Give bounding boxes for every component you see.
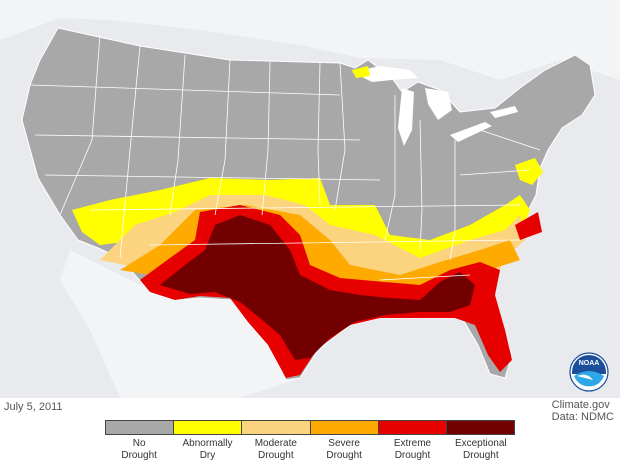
legend-label-no-drought: No Drought (121, 438, 157, 461)
credit-source: Climate.gov (551, 399, 610, 411)
map-date: July 5, 2011 (4, 401, 63, 413)
credit-block: Climate.gov Data: NDMC (552, 399, 614, 423)
legend-swatch-severe (309, 421, 378, 434)
canada-land (0, 0, 620, 80)
legend-swatch-exceptional (445, 421, 515, 434)
legend-label-severe: Severe Drought (326, 438, 362, 461)
map-frame (0, 0, 620, 398)
noaa-logo-icon: NOAA (569, 352, 609, 392)
legend-swatch-moderate (241, 421, 310, 434)
legend-swatch-abnormally-dry (173, 421, 242, 434)
legend-swatch-extreme (377, 421, 446, 434)
noaa-logo-text: NOAA (579, 360, 600, 367)
lake-michigan (398, 88, 414, 146)
legend-label-exceptional: Exceptional Drought (454, 438, 507, 461)
legend-bar (105, 420, 515, 435)
legend-labels: No Drought Abnormally Dry Moderate Droug… (105, 438, 515, 462)
lake-erie (450, 122, 492, 142)
legend-label-extreme: Extreme Drought (393, 438, 432, 461)
legend-label-moderate: Moderate Drought (254, 438, 297, 461)
state-borders (29, 34, 541, 281)
legend-swatch-no-drought (106, 421, 174, 434)
us-drought-map (0, 0, 620, 398)
mexico-land (60, 250, 295, 398)
noaa-logo: NOAA (569, 352, 609, 392)
lake-huron (425, 88, 452, 120)
legend-label-abnormally-dry: Abnormally Dry (182, 438, 233, 461)
drought-exceptional (160, 215, 475, 360)
credit-data: Data: NDMC (551, 411, 614, 423)
lake-ontario (490, 106, 518, 118)
